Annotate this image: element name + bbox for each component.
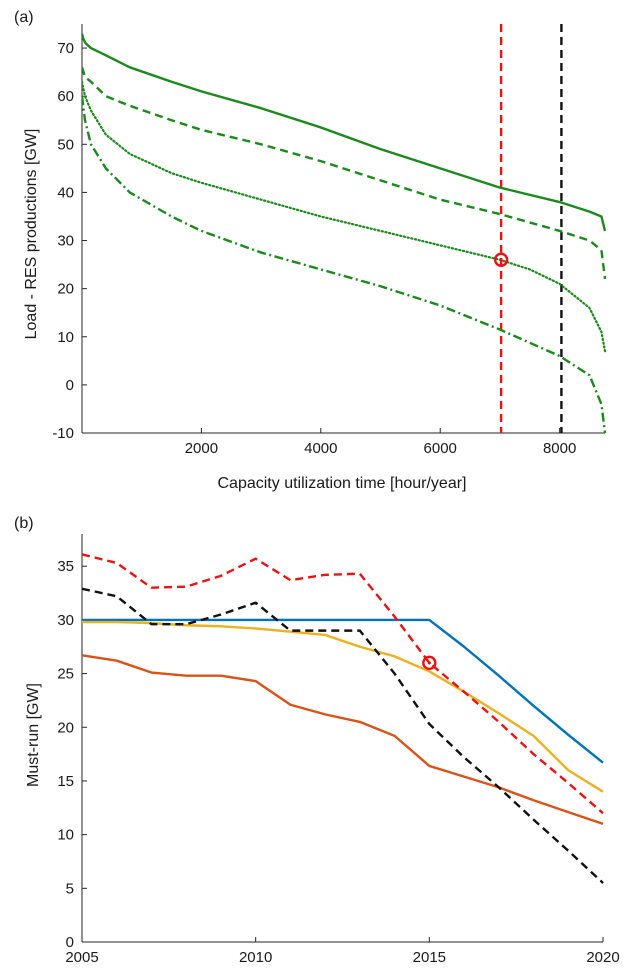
panel-a-series-0-line: [82, 33, 607, 232]
panel-b-y-tick-label: 30: [57, 612, 74, 629]
panel-a-y-axis-title: Load - RES productions [GW]: [23, 129, 40, 340]
panel-a-label: (a): [14, 9, 34, 26]
panel-b-series-4-line: [82, 587, 604, 884]
panel-a-x-tick-label: 6000: [424, 440, 457, 457]
panel-b-marker-dot: [427, 661, 431, 665]
panel-a-chart: (a) -10 0 10 20 30 40 50 60 70 2000 4000 6000 8000 C…: [14, 9, 607, 492]
panel-b-chart: (b) 0 5 10 15 20 25 30 35 2005 2010 2015 2020 Must-…: [14, 515, 620, 966]
panel-b-series-group: [82, 553, 604, 884]
panel-b-y-tick-label: 15: [57, 773, 74, 790]
panel-a-x-axis-title: Capacity utilization time [hour/year]: [218, 475, 467, 492]
panel-b-x-tick-label: 2015: [413, 949, 446, 966]
panel-a-y-tick-label: 10: [57, 329, 74, 346]
panel-a-series-1-line: [82, 66, 607, 280]
panel-b-series-1-line: [82, 620, 604, 793]
panel-b-y-axis-title: Must-run [GW]: [25, 683, 42, 787]
panel-b-y-tick-label: 10: [57, 827, 74, 844]
panel-a-plot-area: -10 0 10 20 30 40 50 60 70 2000 4000 6000 8000: [52, 24, 607, 457]
panel-a-marker-circle: [493, 252, 509, 267]
panel-b-series-2-line: [82, 654, 604, 826]
panel-b-label: (b): [14, 515, 34, 532]
panel-a-x-tick-label: 8000: [543, 440, 576, 457]
panel-b-y-tick-label: 5: [66, 880, 74, 897]
panel-b-series-3-line: [82, 553, 604, 815]
panel-b-plot-area: 0 5 10 15 20 25 30 35 2005 2010 2015 2020: [57, 534, 620, 966]
panel-a-x-tick-label: 2000: [185, 440, 218, 457]
panel-a-y-tick-label: 60: [57, 88, 74, 105]
panel-a-series-3-line: [82, 96, 607, 434]
panel-b-y-tick-label: 35: [57, 558, 74, 575]
panel-a-y-tick-label: 0: [66, 377, 74, 394]
panel-a-series-2-line: [82, 80, 607, 353]
panel-a-marker-dot: [499, 258, 503, 262]
panel-b-y-tick-label: 0: [66, 934, 74, 951]
panel-b-series-0-line: [82, 618, 604, 764]
panel-a-y-tick-label: 40: [57, 184, 74, 201]
panel-a-y-tick-label: 70: [57, 40, 74, 57]
panel-b-x-tick-label: 2010: [239, 949, 272, 966]
panel-b-marker-circle: [422, 655, 437, 671]
panel-b-x-tick-label: 2005: [65, 949, 98, 966]
panel-a-series-group: [82, 24, 607, 434]
panel-b-x-tick-label: 2020: [586, 949, 619, 966]
panel-a-y-tick-label: 50: [57, 136, 74, 153]
panel-a-y-tick-label: 30: [57, 233, 74, 250]
panel-a-y-tick-label: -10: [52, 425, 74, 442]
panel-a-y-tick-label: 20: [57, 281, 74, 298]
panel-b-y-tick-label: 25: [57, 666, 74, 683]
panel-a-x-tick-label: 4000: [304, 440, 337, 457]
panel-b-y-tick-label: 20: [57, 719, 74, 736]
